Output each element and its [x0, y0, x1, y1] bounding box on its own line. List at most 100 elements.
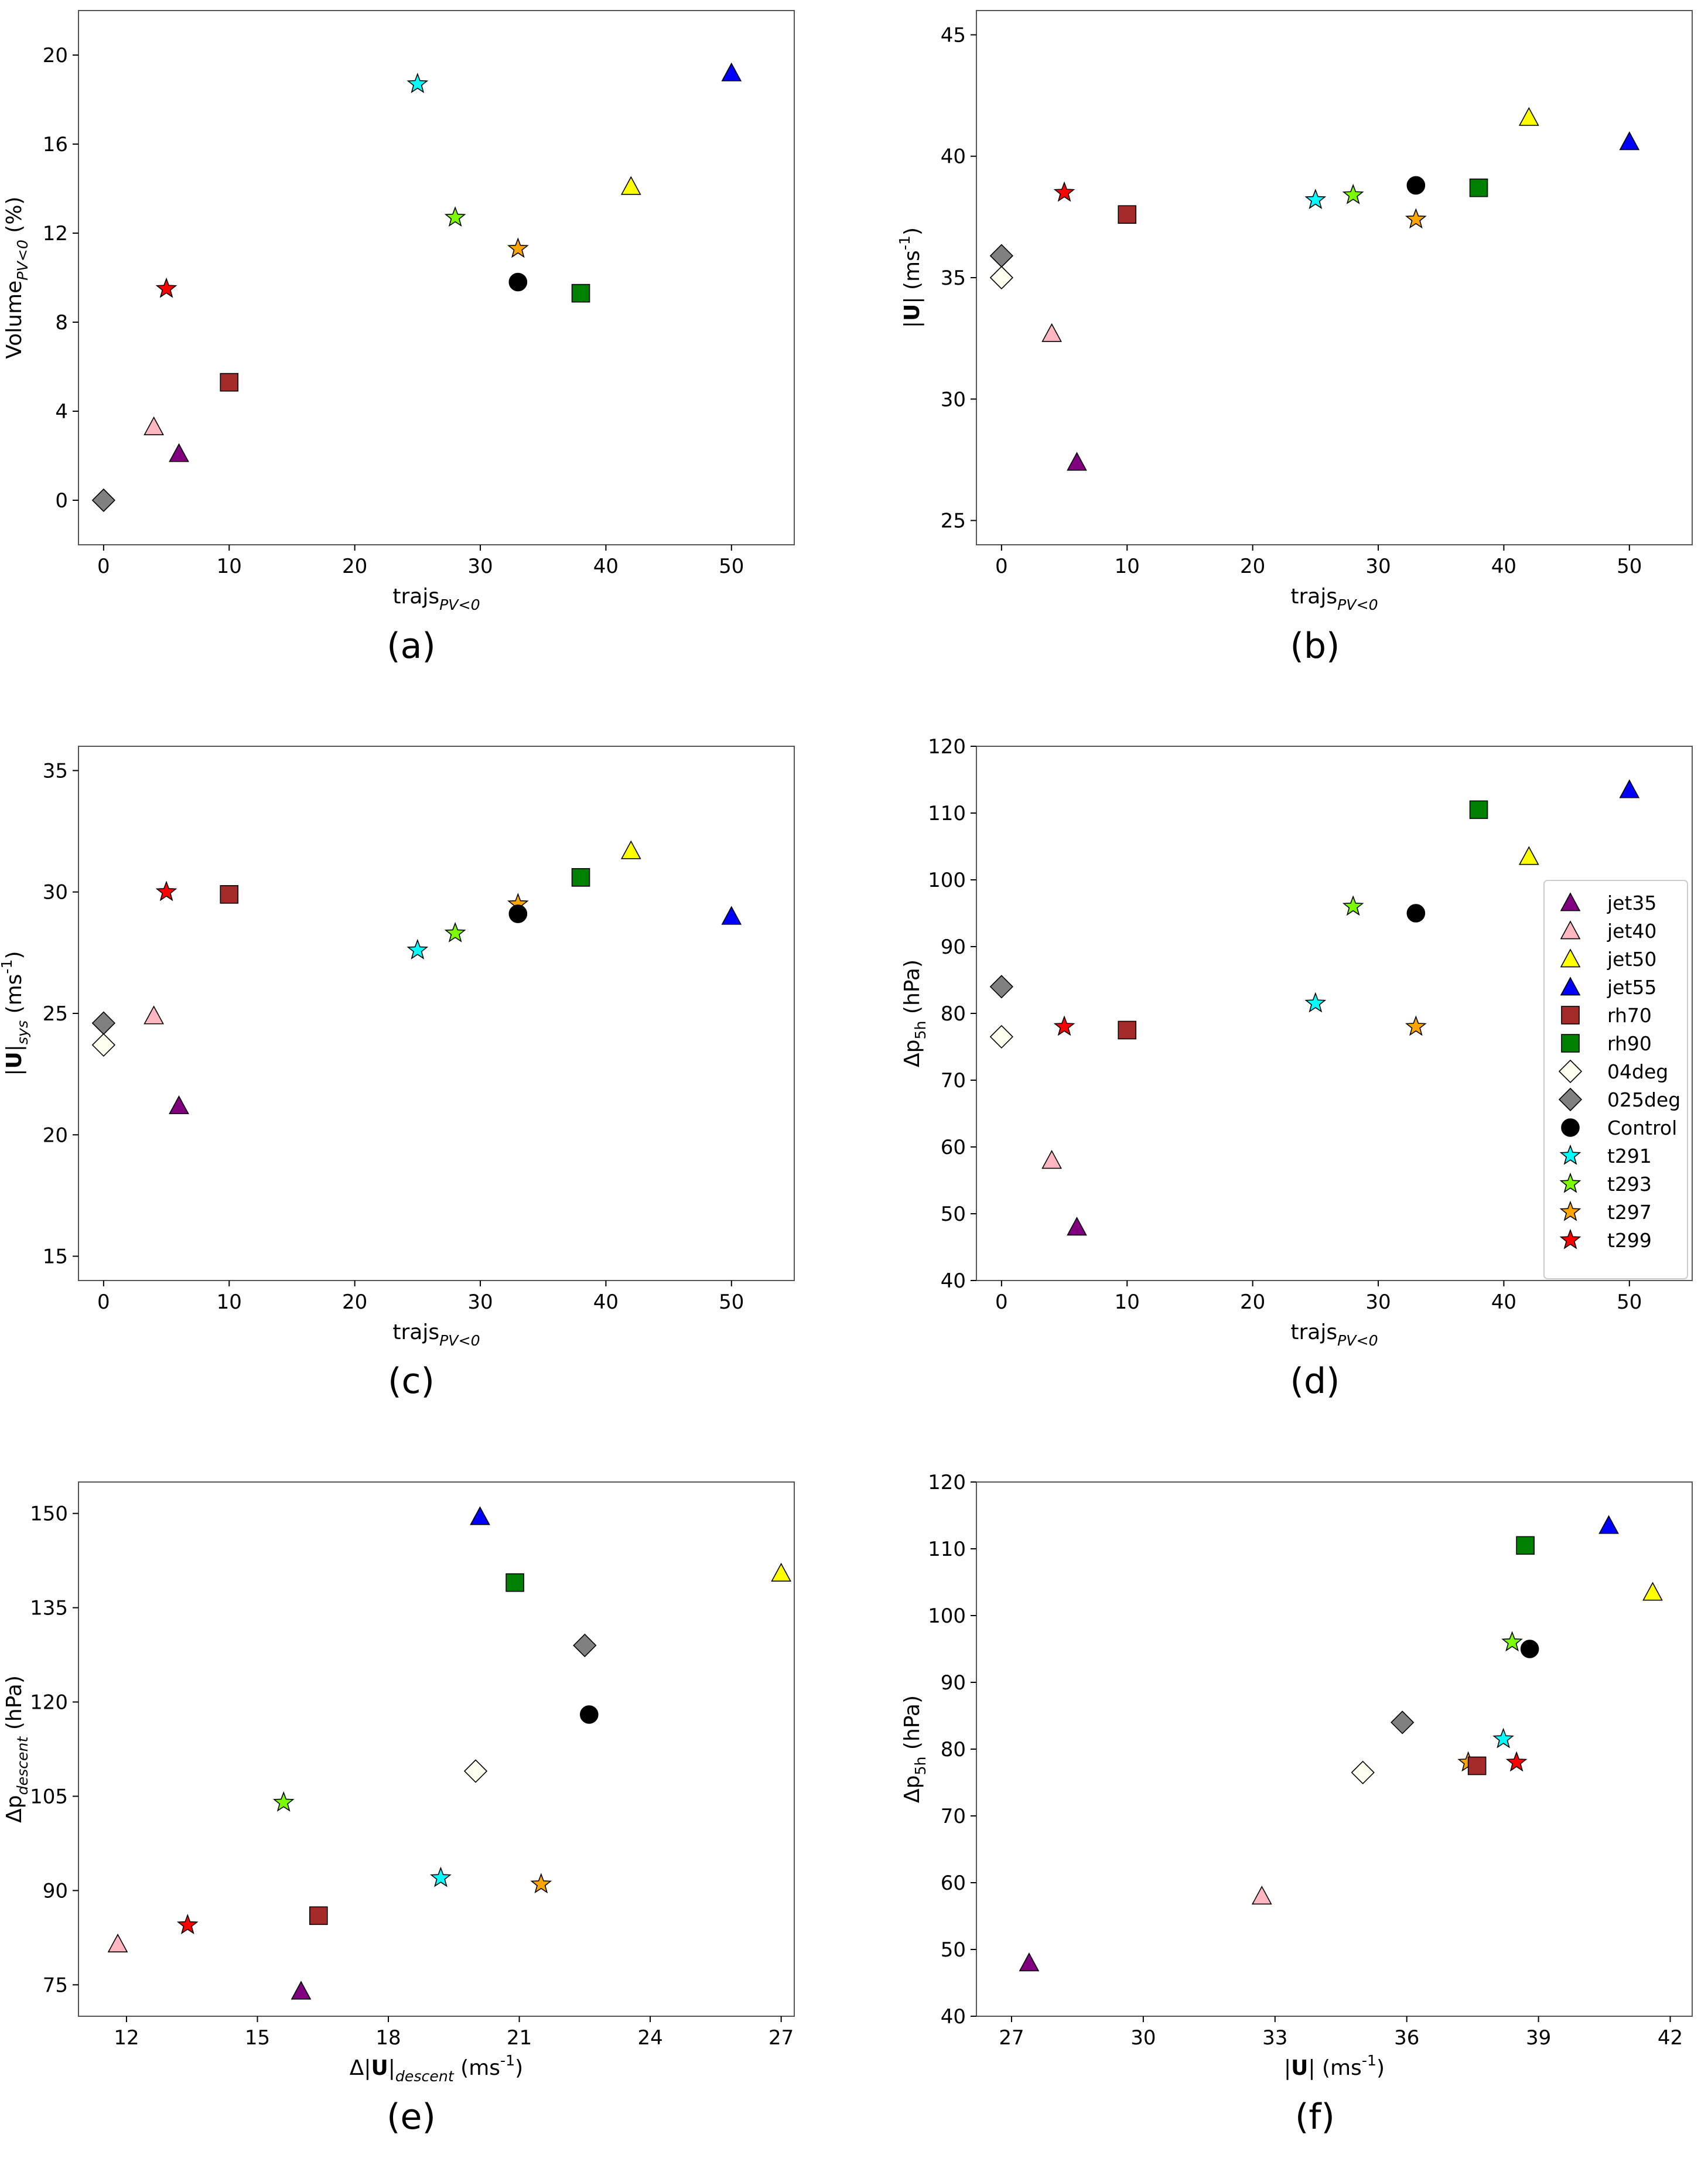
data-point-jet55	[721, 62, 742, 81]
data-point-jet50	[1518, 107, 1539, 126]
legend-label-04deg: 04deg	[1607, 1060, 1668, 1083]
legend-label-t293: t293	[1607, 1173, 1652, 1196]
legend-label-jet40: jet40	[1607, 920, 1656, 943]
y-tick-label: 50	[941, 1203, 966, 1226]
data-point-control	[1406, 904, 1426, 923]
y-tick-label: 16	[43, 133, 68, 156]
x-tick-label: 20	[342, 1290, 367, 1314]
data-point-rh90	[571, 284, 590, 303]
y-tick-label: 100	[928, 1604, 966, 1628]
legend-label-rh90: rh90	[1607, 1032, 1652, 1055]
x-tick-label: 20	[1240, 555, 1265, 578]
data-point-t293	[444, 921, 466, 943]
data-point-jet40	[1041, 1150, 1062, 1169]
legend-label-jet55: jet55	[1607, 976, 1656, 999]
y-tick-label: 0	[55, 489, 68, 513]
x-tick-label: 0	[97, 1290, 110, 1314]
y-tick-label: 120	[928, 1471, 966, 1494]
x-tick-label: 18	[375, 2026, 401, 2050]
y-tick-label: 90	[941, 935, 966, 959]
plot-area-frame	[78, 10, 795, 545]
chart-panel-5: 27 30 33 36 39 42 40 50 60 70 80 90 100 110 120 |U| (ms…	[900, 1471, 1693, 2137]
data-point-jet50	[1642, 1582, 1663, 1601]
x-tick-label: 30	[1130, 2026, 1156, 2050]
x-tick-label: 50	[1617, 1290, 1642, 1314]
x-axis-label: trajsPV<0​	[392, 1320, 480, 1349]
y-tick-label: 35	[941, 267, 966, 290]
data-point-04deg	[463, 1759, 488, 1783]
legend-marker-t291	[1559, 1144, 1581, 1165]
legend-box	[1543, 880, 1688, 1279]
legend-marker-025deg	[1558, 1087, 1583, 1112]
x-tick-label: 20	[342, 555, 367, 578]
data-point-jet55	[721, 906, 742, 925]
chart-panel-3: 0 10 20 30 40 50 40 50 60 70 80 90 100 110 120 trajsPV<…	[900, 735, 1693, 1402]
y-tick-label: 110	[928, 802, 966, 825]
data-point-jet35	[169, 443, 189, 462]
data-point-t291	[406, 73, 429, 93]
y-tick-label: 35	[43, 759, 68, 783]
data-point-t291	[1492, 1727, 1514, 1749]
data-point-jet35	[169, 1095, 189, 1114]
data-point-t299	[1053, 1015, 1075, 1036]
y-tick-label: 60	[941, 1872, 966, 1895]
data-point-jet40	[1041, 323, 1062, 342]
data-point-rh90	[1516, 1536, 1535, 1555]
plot-area-frame	[976, 1481, 1693, 2017]
data-point-t299	[155, 880, 177, 902]
data-point-t299	[155, 277, 177, 298]
legend-label-t297: t297	[1607, 1201, 1652, 1224]
x-tick-label: 30	[467, 1290, 493, 1314]
y-tick-label: 90	[941, 1671, 966, 1695]
data-point-rh70	[1118, 1020, 1137, 1040]
y-tick-label: 110	[928, 1538, 966, 1561]
data-point-jet35	[291, 1981, 312, 2000]
data-point-t293	[272, 1791, 295, 1812]
data-point-control	[579, 1705, 599, 1724]
y-axis-label: Δp5h​ (hPa)	[900, 1695, 929, 1803]
legend-label-control: Control	[1607, 1116, 1677, 1139]
data-point-t293	[1342, 895, 1364, 916]
data-point-t297	[507, 237, 529, 258]
legend-marker-rh70	[1561, 1006, 1580, 1025]
data-point-025deg	[1391, 1710, 1415, 1734]
data-point-t291	[406, 938, 429, 960]
y-tick-label: 120	[928, 735, 966, 759]
legend-marker-jet50	[1560, 948, 1581, 968]
data-point-t299	[176, 1914, 199, 1935]
x-tick-label: 0	[97, 555, 110, 578]
y-tick-label: 40	[941, 1269, 966, 1293]
data-point-025deg	[91, 1011, 116, 1035]
y-tick-label: 105	[30, 1785, 68, 1808]
legend-label-025deg: 025deg	[1607, 1088, 1680, 1111]
data-point-t297	[530, 1873, 552, 1894]
y-tick-label: 90	[43, 1879, 68, 1903]
legend-marker-control	[1561, 1118, 1580, 1137]
data-point-025deg	[989, 975, 1014, 999]
x-tick-label: 21	[507, 2026, 532, 2050]
x-axis-label: trajsPV<0​	[1290, 585, 1378, 613]
panel-caption: (e)	[387, 2096, 436, 2137]
x-tick-label: 40	[593, 555, 619, 578]
data-point-rh70	[309, 1906, 328, 1925]
chart-panel-0: 0 10 20 30 40 50 0 4 8 12 16 20 trajsPV<0​ VolumePV<0…	[2, 10, 795, 667]
data-point-025deg	[91, 488, 116, 513]
x-tick-label: 0	[995, 1290, 1008, 1314]
y-tick-label: 40	[941, 145, 966, 169]
x-tick-label: 0	[995, 555, 1008, 578]
y-tick-label: 80	[941, 1002, 966, 1026]
data-point-rh90	[505, 1573, 524, 1592]
x-tick-label: 42	[1658, 2026, 1683, 2050]
x-tick-label: 24	[637, 2026, 662, 2050]
data-point-jet55	[1619, 131, 1640, 151]
data-point-t291	[1304, 189, 1327, 209]
data-point-t297	[1405, 1015, 1427, 1036]
y-tick-label: 150	[30, 1503, 68, 1526]
y-axis-label: Δpdescent​ (hPa)	[2, 1675, 31, 1823]
legend-label-t291: t291	[1607, 1145, 1652, 1167]
panel-caption: (c)	[388, 1361, 435, 1402]
x-tick-label: 50	[719, 1290, 744, 1314]
panel-caption: (b)	[1290, 626, 1340, 667]
x-tick-label: 10	[217, 1290, 242, 1314]
